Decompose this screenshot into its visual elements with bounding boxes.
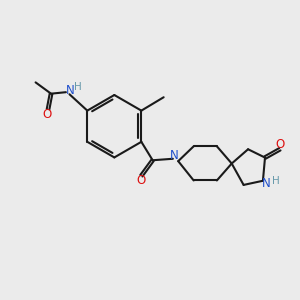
Text: O: O [276, 138, 285, 151]
Text: N: N [66, 84, 74, 97]
Text: H: H [74, 82, 82, 92]
Text: N: N [170, 149, 179, 162]
Text: H: H [272, 176, 280, 186]
Text: N: N [262, 177, 271, 190]
Text: O: O [43, 108, 52, 121]
Text: O: O [136, 174, 146, 187]
